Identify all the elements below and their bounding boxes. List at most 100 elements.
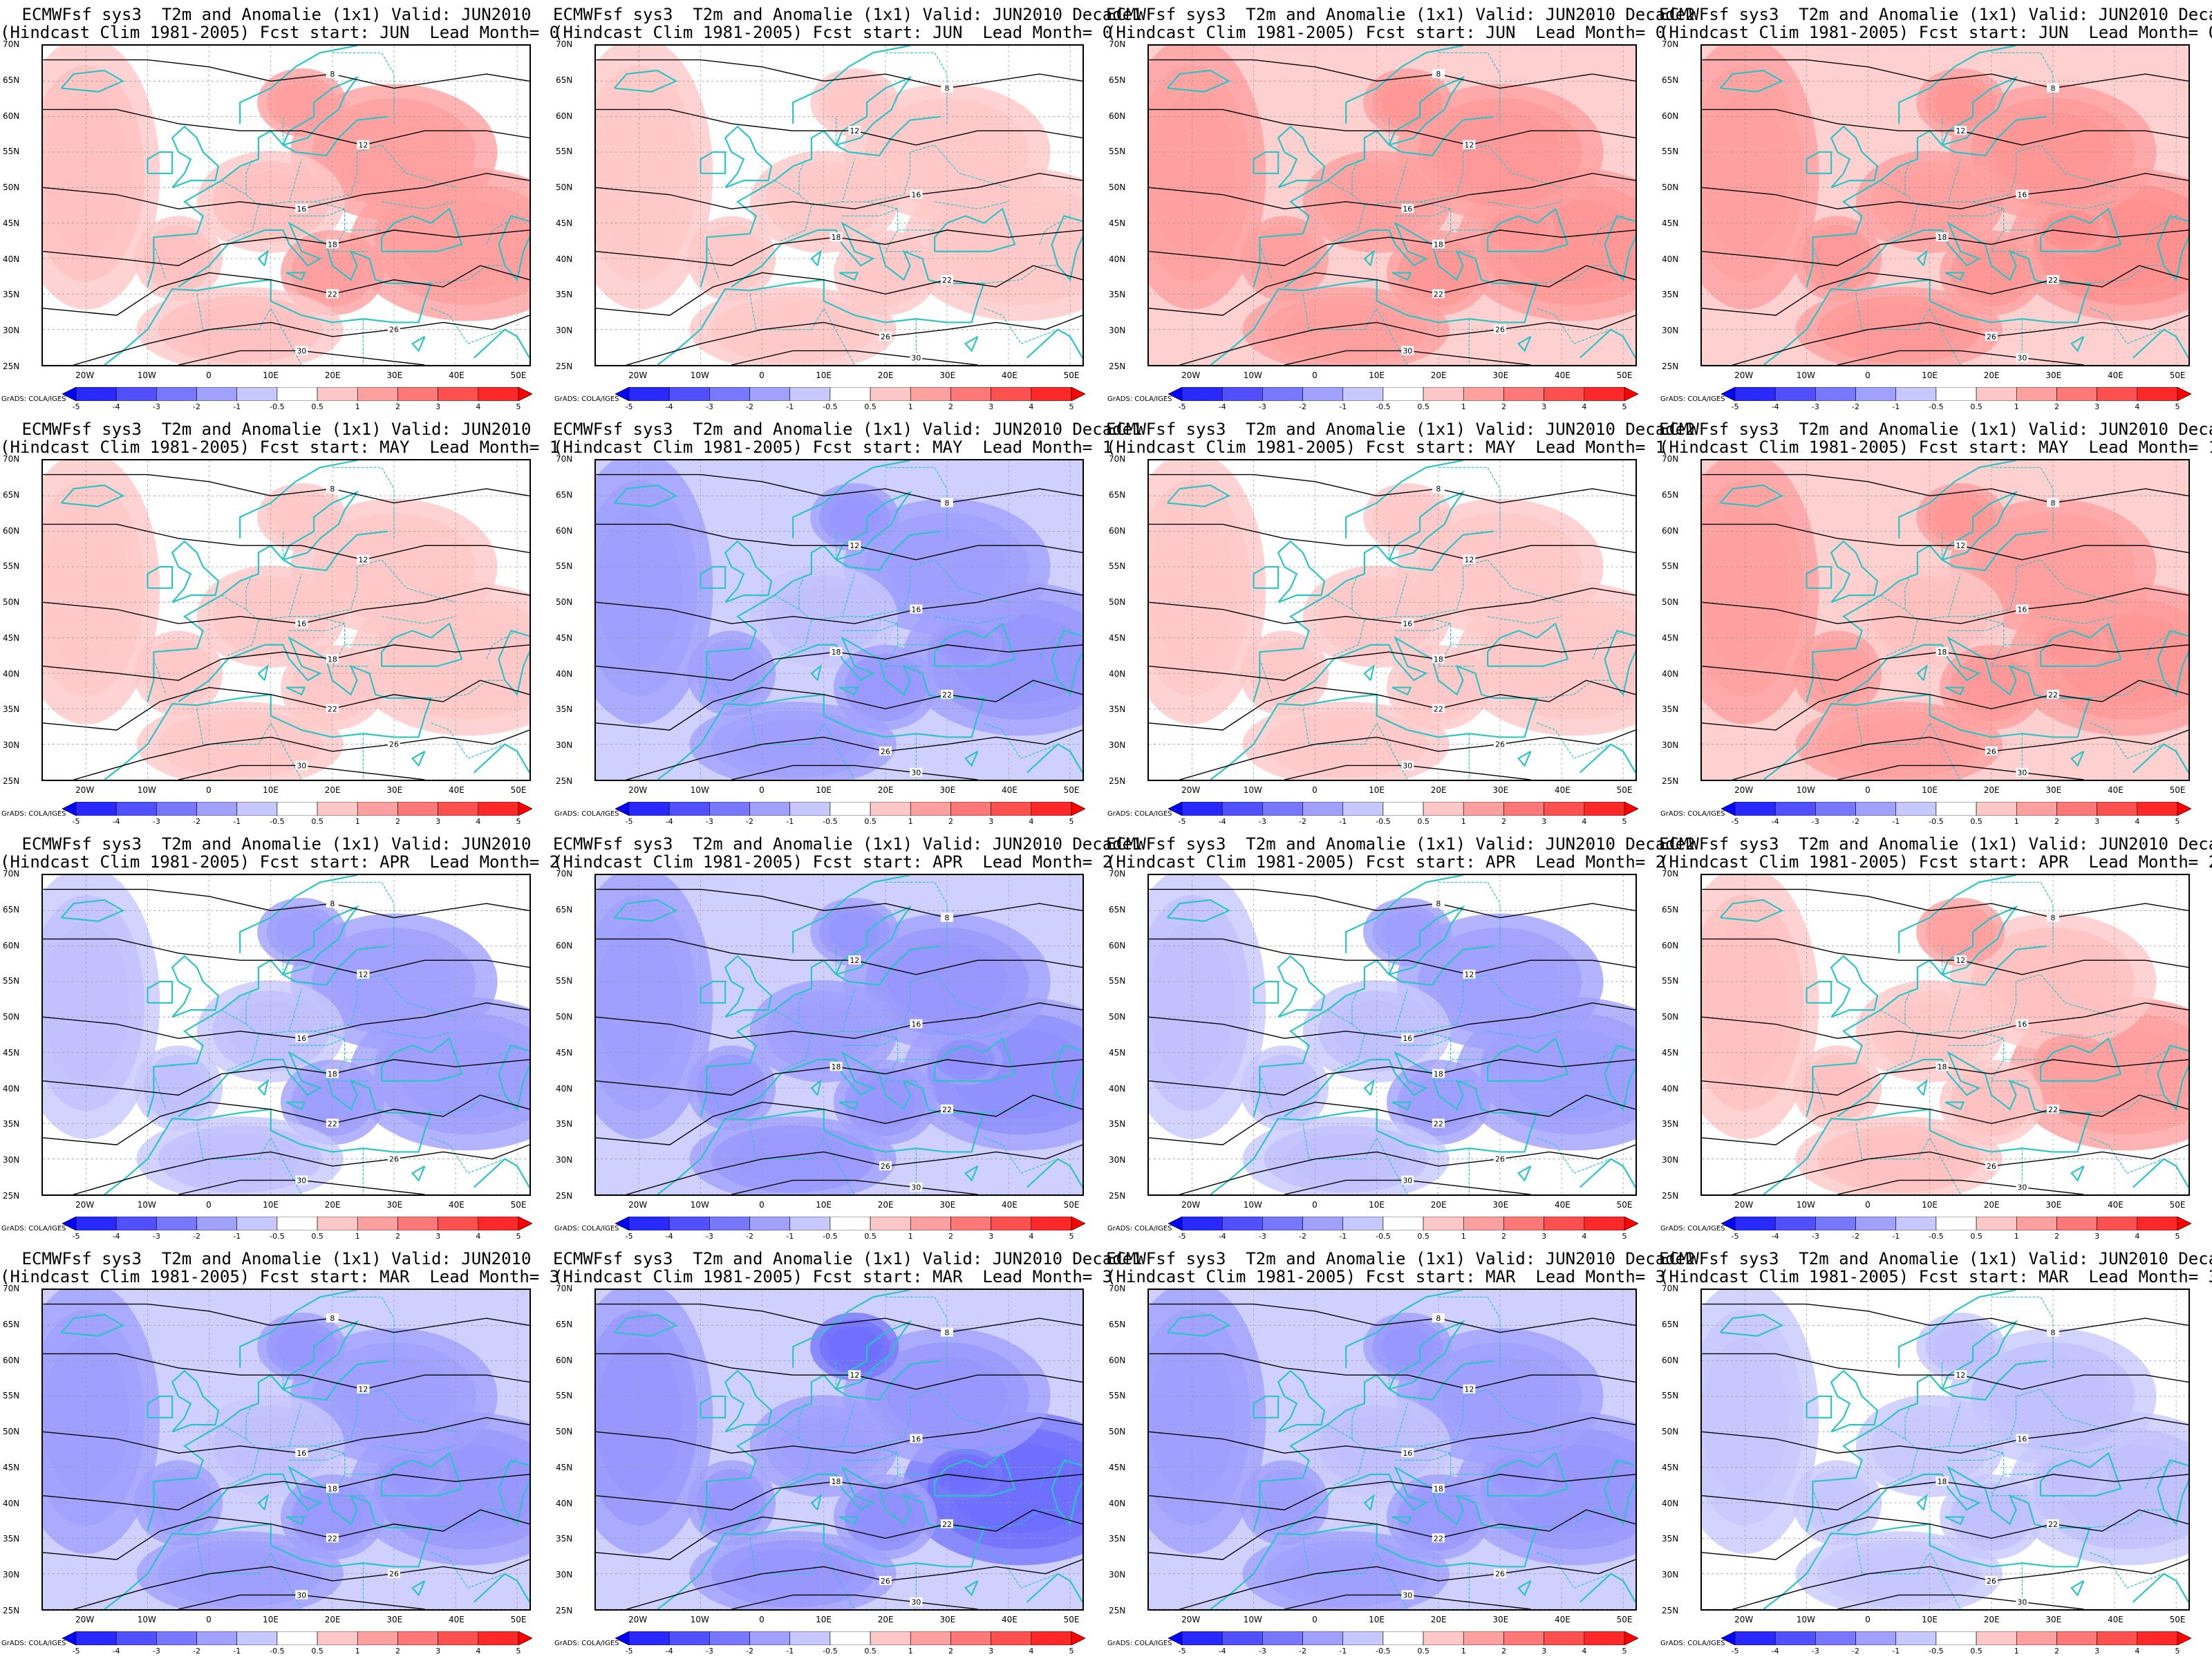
contour-label-bg — [830, 1477, 843, 1486]
colorbar-label: 0.5 — [1417, 1232, 1430, 1241]
latitude-label: 55N — [1662, 976, 1679, 986]
longitude-label: 30E — [386, 371, 403, 380]
colorbar-label: 5 — [1622, 1647, 1627, 1656]
country-border — [1376, 308, 1408, 365]
grads-credit: GrADS: COLA/IGES — [554, 1225, 619, 1232]
coastline — [498, 215, 529, 282]
country-border — [153, 1488, 167, 1524]
latitude-label: 40N — [556, 1083, 573, 1094]
colorbar — [62, 386, 533, 402]
contour-label-bg — [388, 1568, 400, 1578]
country-border — [935, 1031, 1009, 1039]
anomaly-shade — [1149, 875, 1266, 1139]
colorbar-segment — [830, 1216, 871, 1231]
latitude-label: 30N — [1109, 326, 1126, 336]
colorbar-segment — [1302, 1216, 1344, 1231]
temperature-contour — [43, 1509, 529, 1560]
contour-label-bg — [1954, 955, 1967, 965]
longitude-label: 0 — [1312, 371, 1318, 380]
longitude-label: 20E — [877, 1615, 894, 1624]
longitude-label: 40E — [2108, 785, 2124, 795]
colorbar-segment — [1855, 1631, 1897, 1646]
colorbar-segment — [1584, 1631, 1625, 1646]
colorbar-segment — [62, 386, 77, 402]
coastline — [474, 1573, 529, 1603]
coastline — [498, 630, 529, 697]
anomaly-shade — [375, 619, 450, 671]
latitude-label: 40N — [1109, 1083, 1126, 1094]
colorbar-segment — [1855, 801, 1897, 816]
contour-label: 18 — [1938, 648, 1947, 657]
longitude-label: 20W — [75, 371, 95, 380]
country-border — [258, 1403, 302, 1450]
coastline — [1916, 250, 1928, 266]
longitude-label: 10E — [1922, 371, 1938, 380]
coastline — [838, 1516, 859, 1526]
contour-label-bg — [910, 1434, 923, 1443]
panel-title-line2: (Hindcast Clim 1981-2005) Fcst start: JU… — [1106, 23, 1666, 42]
country-border — [431, 265, 505, 284]
colorbar-label: -0.5 — [823, 402, 838, 411]
coastline — [1166, 899, 1231, 922]
coastline — [1719, 484, 1784, 507]
colorbar-segment — [156, 801, 197, 816]
colorbar-segment — [2097, 801, 2138, 816]
coastline — [792, 46, 910, 124]
contour-label: 12 — [850, 1371, 859, 1380]
latitude-label: 65N — [1662, 75, 1679, 85]
colorbar-label: -5 — [1731, 1232, 1739, 1241]
colorbar-label: -3 — [705, 1232, 713, 1241]
anomaly-shade — [2034, 204, 2109, 256]
country-border — [749, 294, 825, 330]
coastline — [1517, 751, 1532, 767]
grads-credit: GrADS: COLA/IGES — [1660, 395, 1725, 403]
longitude-label: 40E — [2108, 1200, 2124, 1210]
country-border — [1351, 1403, 1359, 1439]
colorbar-label: 2 — [2054, 1232, 2059, 1241]
temperature-contour — [1179, 1144, 1635, 1194]
temperature-contour — [1149, 109, 1635, 146]
temperature-contour — [596, 1002, 1082, 1039]
coastline — [2070, 336, 2085, 353]
contour-label: 26 — [1987, 1577, 1996, 1586]
coastline — [1051, 630, 1082, 697]
colorbar-segment — [276, 1216, 318, 1231]
latitude-label: 40N — [1662, 1083, 1679, 1094]
anomaly-shade — [928, 619, 1003, 671]
temperature-contour — [43, 265, 529, 316]
coastline — [613, 899, 678, 922]
colorbar-segment — [1342, 386, 1384, 402]
contour-label-bg — [941, 1327, 953, 1337]
country-border — [1855, 294, 1931, 330]
temperature-contour — [596, 474, 1082, 504]
longitude-label: 20E — [1430, 1200, 1447, 1210]
coastline — [257, 1494, 269, 1510]
contour-label-bg — [2047, 1104, 2059, 1114]
colorbar-label: -3 — [705, 402, 713, 411]
contour-label: 12 — [358, 1385, 368, 1394]
colorbar-segment — [115, 386, 157, 402]
country-border — [1376, 722, 1408, 780]
coastline — [1944, 272, 1965, 281]
coastline — [147, 980, 174, 1004]
colorbar-label: -0.5 — [1929, 402, 1944, 411]
colorbar-label: 0.5 — [1417, 402, 1430, 411]
coastline — [700, 565, 727, 589]
country-border — [984, 1552, 1058, 1588]
contour-label: 12 — [358, 556, 368, 565]
latitude-label: 45N — [3, 632, 20, 643]
country-border — [1917, 1403, 1961, 1450]
coastline — [171, 540, 220, 603]
colorbar-segment — [789, 386, 831, 402]
colorbar-segment — [236, 801, 278, 816]
latitude-label: 60N — [1109, 940, 1126, 950]
colorbar-segment — [668, 1631, 710, 1646]
colorbar-label: 0.5 — [864, 402, 877, 411]
colorbar-label: -2 — [1299, 1232, 1307, 1241]
longitude-label: 20W — [1734, 1200, 1754, 1210]
colorbar-segment — [317, 1631, 358, 1646]
colorbar-label: -3 — [705, 1647, 713, 1656]
country-border — [1948, 1038, 2004, 1046]
country-border — [749, 1123, 825, 1160]
colorbar-label: 2 — [395, 402, 400, 411]
